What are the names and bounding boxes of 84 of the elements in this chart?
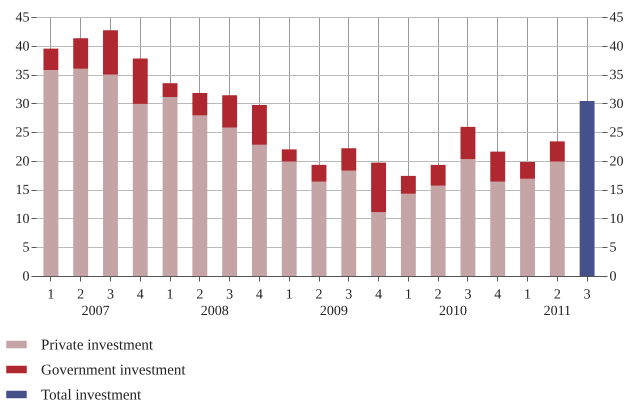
y2-tick-label: 40	[610, 39, 624, 54]
legend-label: Private investment	[41, 338, 154, 354]
x-tick-label: 4	[136, 288, 144, 302]
bar	[192, 92, 208, 116]
y-tick-label: 35	[16, 68, 30, 84]
x-tick-label: 2	[196, 288, 204, 302]
x-tick-label: 3	[226, 288, 234, 302]
y2-tick-label: 45	[610, 10, 624, 26]
x-tick-label: 2	[434, 288, 442, 302]
x-tick-label: 3	[345, 288, 352, 302]
y-tick-label: 15	[16, 183, 30, 198]
text: 2011	[544, 304, 572, 319]
text: 2010	[439, 304, 468, 319]
bar	[43, 70, 58, 276]
text: 2009	[320, 304, 348, 319]
x-tick-label: 4	[256, 288, 263, 302]
y-tick-label: 10	[16, 212, 30, 227]
bar	[73, 68, 88, 276]
y-tick-label: 30	[16, 96, 30, 112]
bar	[341, 170, 356, 276]
y2-tick-label: 10	[610, 212, 624, 227]
y-tick-label: 25	[16, 126, 30, 141]
bar	[520, 178, 535, 276]
bar	[132, 104, 148, 276]
legend-label: Total investment	[41, 388, 142, 404]
bar	[192, 115, 208, 276]
bar	[430, 186, 446, 276]
y2-tick-label: 20	[610, 154, 624, 170]
bar	[222, 95, 238, 128]
y-tick-label: 45	[16, 10, 30, 26]
legend-label: Government investment	[41, 362, 186, 378]
bar	[430, 164, 446, 186]
bar	[312, 164, 326, 182]
x-tick-label: 3	[464, 288, 472, 302]
y-tick-label: 20	[16, 154, 30, 170]
bar	[460, 159, 476, 276]
x-tick-label: 1	[286, 288, 293, 302]
bar	[43, 48, 58, 70]
x-tick-label: 2	[316, 288, 322, 302]
bar	[312, 182, 326, 276]
bar	[490, 152, 506, 182]
x-tick-label: 4	[494, 288, 502, 302]
bar	[550, 161, 565, 276]
y2-tick-label: 30	[610, 96, 624, 112]
y2-tick-label: 5	[610, 240, 616, 256]
bar	[490, 182, 506, 276]
bar	[371, 162, 386, 212]
bar	[520, 162, 535, 179]
x-tick-label: 1	[47, 288, 54, 302]
bar	[252, 144, 267, 276]
bar	[580, 101, 595, 276]
x-tick-label: 3	[584, 288, 591, 302]
bar	[162, 83, 178, 97]
y-tick-label: 0	[22, 270, 30, 284]
x-tick-label: 4	[375, 288, 382, 302]
y2-tick-label: 35	[610, 68, 624, 84]
x-tick-label: 2	[554, 288, 561, 302]
y-tick-label: 40	[16, 39, 30, 54]
text: 2007	[82, 304, 110, 319]
bar	[103, 30, 118, 75]
bar	[341, 148, 356, 171]
x-tick-label: 1	[166, 288, 174, 302]
bar	[282, 149, 297, 162]
text: 2008	[200, 304, 229, 319]
bar	[282, 161, 297, 276]
y-tick-label: 5	[22, 240, 30, 256]
y2-tick-label: 15	[610, 183, 624, 198]
bar	[73, 38, 88, 69]
y2-tick-label: 0	[610, 270, 616, 284]
x-tick-label: 3	[106, 288, 114, 302]
x-tick-label: 1	[404, 288, 412, 302]
x-tick-label: 1	[524, 288, 532, 302]
bar	[460, 126, 476, 160]
bar	[252, 105, 267, 145]
bar	[132, 58, 148, 104]
bar	[371, 212, 386, 276]
bar	[162, 97, 178, 276]
x-tick-label: 2	[77, 288, 84, 302]
bar	[222, 128, 238, 276]
bar	[103, 74, 118, 276]
bar	[400, 194, 416, 276]
bar	[550, 141, 565, 162]
y2-tick-label: 25	[610, 126, 624, 141]
bar	[400, 176, 416, 194]
